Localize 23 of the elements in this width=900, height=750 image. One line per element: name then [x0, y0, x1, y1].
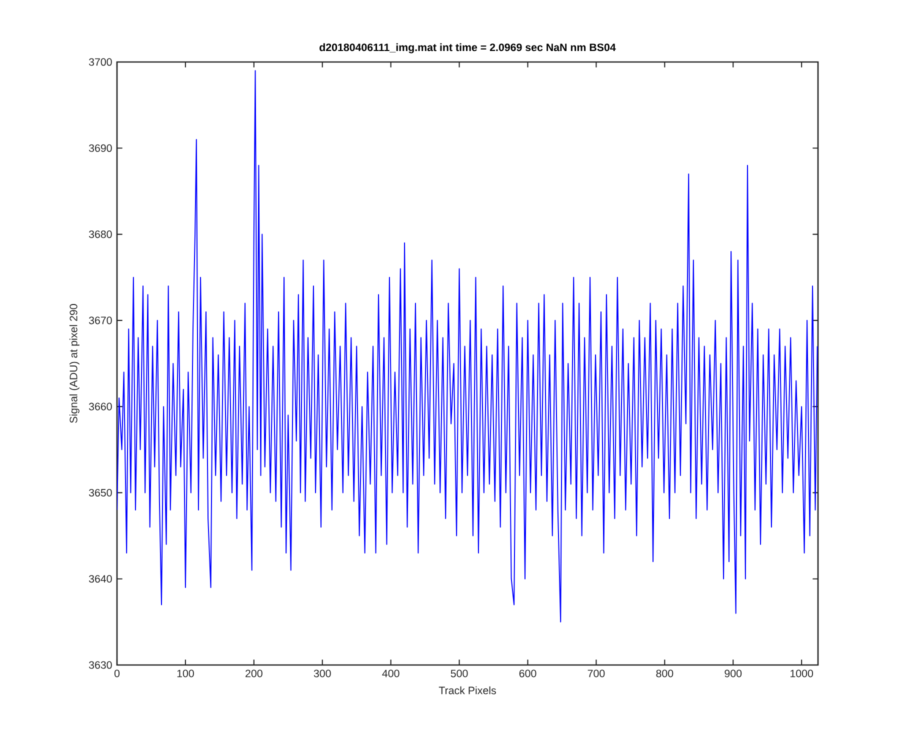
y-tick-label: 3660: [88, 402, 112, 410]
x-tick-label: 700: [588, 670, 605, 678]
x-axis-title: Track Pixels: [438, 686, 496, 694]
x-tick-label: 600: [519, 670, 536, 678]
x-tick-label: 300: [314, 670, 331, 678]
x-tick-label: 400: [382, 670, 400, 678]
y-tick-label: 3700: [88, 58, 112, 66]
y-tick-label: 3680: [88, 230, 112, 238]
x-tick-label: 0: [114, 670, 120, 678]
y-tick-label: 3690: [88, 144, 112, 152]
x-tick-label: 800: [656, 670, 674, 678]
x-tick-label: 500: [450, 670, 468, 678]
x-tick-label: 900: [724, 670, 742, 678]
y-tick-label: 3640: [88, 575, 112, 583]
y-tick-label: 3650: [88, 488, 112, 496]
y-tick-label: 3630: [88, 661, 112, 669]
y-axis-title: Signal (ADU) at pixel 290: [69, 304, 80, 423]
chart-title: d20180406111_img.mat int time = 2.0969 sec NaN nm BS04: [320, 43, 616, 54]
x-tick-label: 1000: [790, 670, 814, 678]
x-tick-label: 200: [246, 670, 262, 678]
x-tick-label: 100: [177, 670, 194, 678]
y-tick-label: 3670: [88, 316, 112, 324]
line-series: [117, 70, 818, 622]
